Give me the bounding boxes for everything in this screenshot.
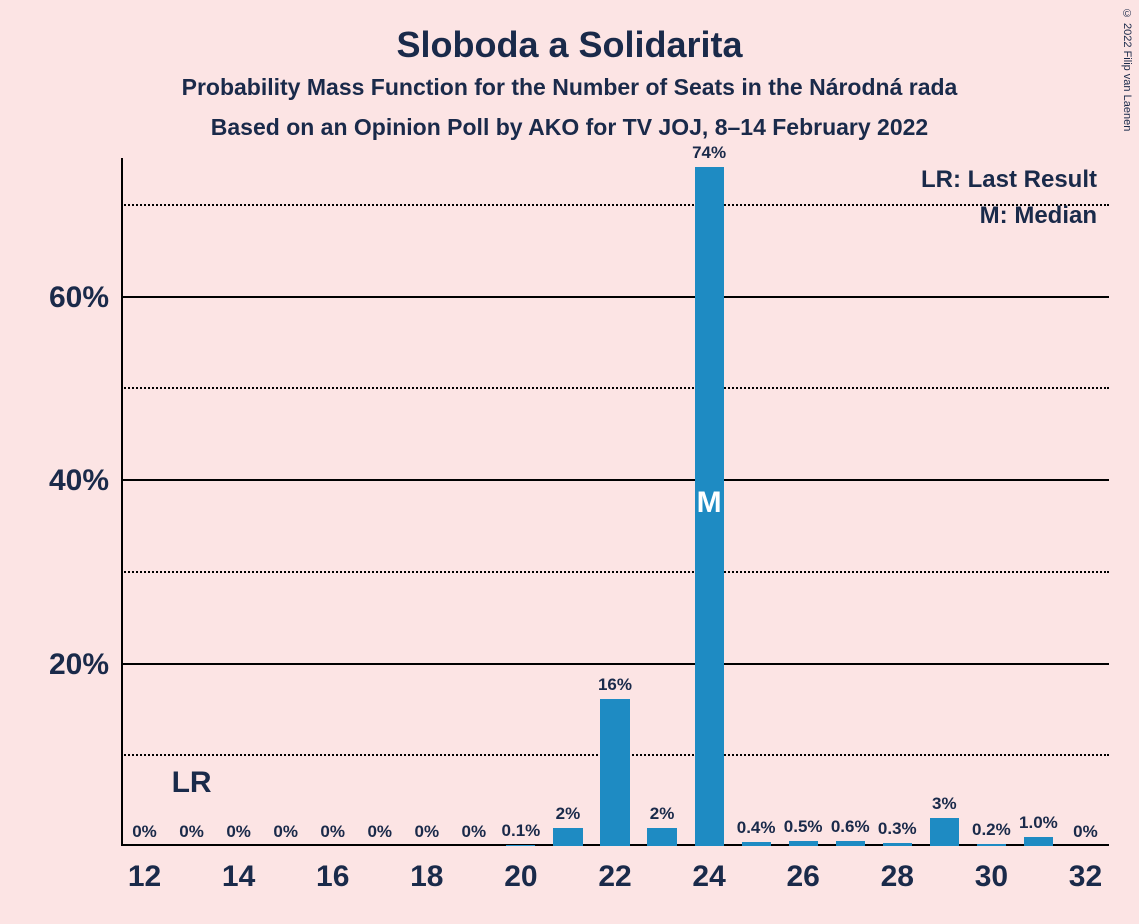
bar-value-label: 0.5% — [784, 817, 823, 841]
median-marker: M — [697, 486, 722, 520]
bar-value-label: 0% — [367, 822, 392, 846]
bar-value-label: 0.1% — [502, 821, 541, 845]
bar: 2% — [553, 828, 582, 846]
x-tick-label: 12 — [128, 846, 161, 894]
x-tick-label: 28 — [881, 846, 914, 894]
bar-value-label: 0% — [132, 822, 157, 846]
gridline-major: 60% — [121, 296, 1109, 298]
x-tick-label: 32 — [1069, 846, 1102, 894]
x-tick-label: 26 — [787, 846, 820, 894]
bar: 0.5% — [789, 841, 818, 846]
x-tick-label: 30 — [975, 846, 1008, 894]
y-tick-label: 20% — [49, 648, 121, 682]
x-tick-label: 16 — [316, 846, 349, 894]
y-tick-label: 60% — [49, 281, 121, 315]
bar: 3% — [930, 818, 959, 846]
copyright-text: © 2022 Filip van Laenen — [1121, 8, 1133, 131]
bar-value-label: 0.6% — [831, 817, 870, 841]
gridline-major: 20% — [121, 663, 1109, 665]
chart-title: Sloboda a Solidarita — [0, 24, 1139, 66]
bar: 0.3% — [883, 843, 912, 846]
x-tick-label: 24 — [692, 846, 725, 894]
gridline-minor — [121, 204, 1109, 206]
legend-item: M: Median — [980, 202, 1097, 230]
x-tick-label: 18 — [410, 846, 443, 894]
gridline-major: 40% — [121, 479, 1109, 481]
legend-item: LR: Last Result — [921, 166, 1097, 194]
bar-value-label: 0.4% — [737, 818, 776, 842]
bar-value-label: 0.3% — [878, 819, 917, 843]
bar-value-label: 0% — [179, 822, 204, 846]
chart-container: Sloboda a Solidarita Probability Mass Fu… — [0, 0, 1139, 924]
bar-value-label: 16% — [598, 675, 632, 699]
bar: 1.0% — [1024, 837, 1053, 846]
plot-area: 20%40%60%12141618202224262830320%0%LR0%0… — [121, 158, 1109, 846]
bar-value-label: 0.2% — [972, 820, 1011, 844]
chart-subtitle-2: Based on an Opinion Poll by AKO for TV J… — [0, 114, 1139, 141]
y-tick-label: 40% — [49, 464, 121, 498]
bar: 0.2% — [977, 844, 1006, 846]
bar-value-label: 0% — [1073, 822, 1098, 846]
x-tick-label: 22 — [598, 846, 631, 894]
bar-value-label: 2% — [650, 804, 675, 828]
bar: 2% — [647, 828, 676, 846]
bar-value-label: 2% — [556, 804, 581, 828]
bar: 0.6% — [836, 841, 865, 847]
bar-value-label: 74% — [692, 143, 726, 167]
bar-value-label: 1.0% — [1019, 813, 1058, 837]
bar-value-label: 0% — [320, 822, 345, 846]
bar: 74%M — [695, 167, 724, 846]
gridline-minor — [121, 571, 1109, 573]
bar: 0.1% — [506, 845, 535, 846]
chart-subtitle-1: Probability Mass Function for the Number… — [0, 74, 1139, 101]
bar-value-label: 0% — [415, 822, 440, 846]
y-axis — [121, 158, 123, 846]
last-result-marker: LR — [172, 766, 212, 800]
x-tick-label: 14 — [222, 846, 255, 894]
bar: 0.4% — [742, 842, 771, 846]
bar-value-label: 0% — [226, 822, 251, 846]
bar: 16% — [600, 699, 629, 846]
bar-value-label: 0% — [462, 822, 487, 846]
bar-value-label: 0% — [273, 822, 298, 846]
gridline-minor — [121, 387, 1109, 389]
x-tick-label: 20 — [504, 846, 537, 894]
bar-value-label: 3% — [932, 794, 957, 818]
